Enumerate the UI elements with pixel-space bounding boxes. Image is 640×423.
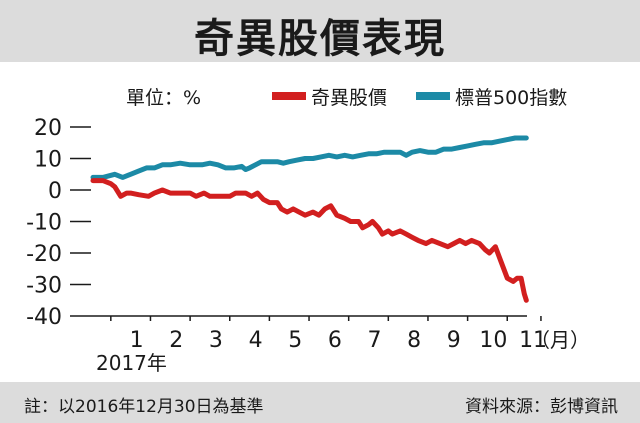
y-axis: 20 10 0 -10 -20 -30 -40 <box>26 116 91 330</box>
chart-title: 奇異股價表現 <box>194 16 446 62</box>
x-tick-label: 7 <box>368 328 382 353</box>
x-tick-label: 9 <box>447 328 461 353</box>
series-line <box>90 135 529 180</box>
unit-label: 單位：% <box>126 87 201 109</box>
x-tick-label: 4 <box>249 328 263 353</box>
chart-panel <box>8 64 632 382</box>
legend: 奇異股價 標普500指數 <box>272 87 567 109</box>
x-unit-label: （月） <box>530 328 590 352</box>
series-lines <box>90 135 529 303</box>
x-tick-label: 6 <box>328 328 342 353</box>
y-tick-label: -40 <box>26 305 62 330</box>
y-tick-label: 10 <box>34 148 62 173</box>
y-tick-label: -10 <box>26 211 62 236</box>
y-tick-label: 0 <box>48 179 62 204</box>
series-line <box>90 178 529 303</box>
y-tick-label: -30 <box>26 274 62 299</box>
y-tick-label: 20 <box>34 116 62 141</box>
legend-label-ge: 奇異股價 <box>311 87 387 109</box>
line-chart: 20 10 0 -10 -20 -30 -40 1 2 3 4 5 6 7 8 9 10 11 單位：% 奇異股… <box>26 87 590 375</box>
title-band <box>0 0 640 62</box>
x-tick-label: 8 <box>407 328 421 353</box>
legend-label-sp500: 標普500指數 <box>455 87 567 109</box>
x-axis: 1 2 3 4 5 6 7 8 9 10 11 <box>91 315 547 353</box>
y-tick-label: -20 <box>26 242 62 267</box>
year-label: 2017年 <box>96 351 167 375</box>
footnote: 註：以2016年12月30日為基準 <box>24 397 264 417</box>
x-tick-label: 11 <box>519 328 547 353</box>
footer-band <box>0 382 640 423</box>
x-tick-label: 10 <box>479 328 507 353</box>
x-tick-label: 1 <box>130 328 144 353</box>
x-tick-label: 3 <box>209 328 223 353</box>
x-tick-label: 2 <box>169 328 183 353</box>
source-credit: 資料來源：彭博資訊 <box>465 397 618 417</box>
x-tick-label: 5 <box>288 328 302 353</box>
